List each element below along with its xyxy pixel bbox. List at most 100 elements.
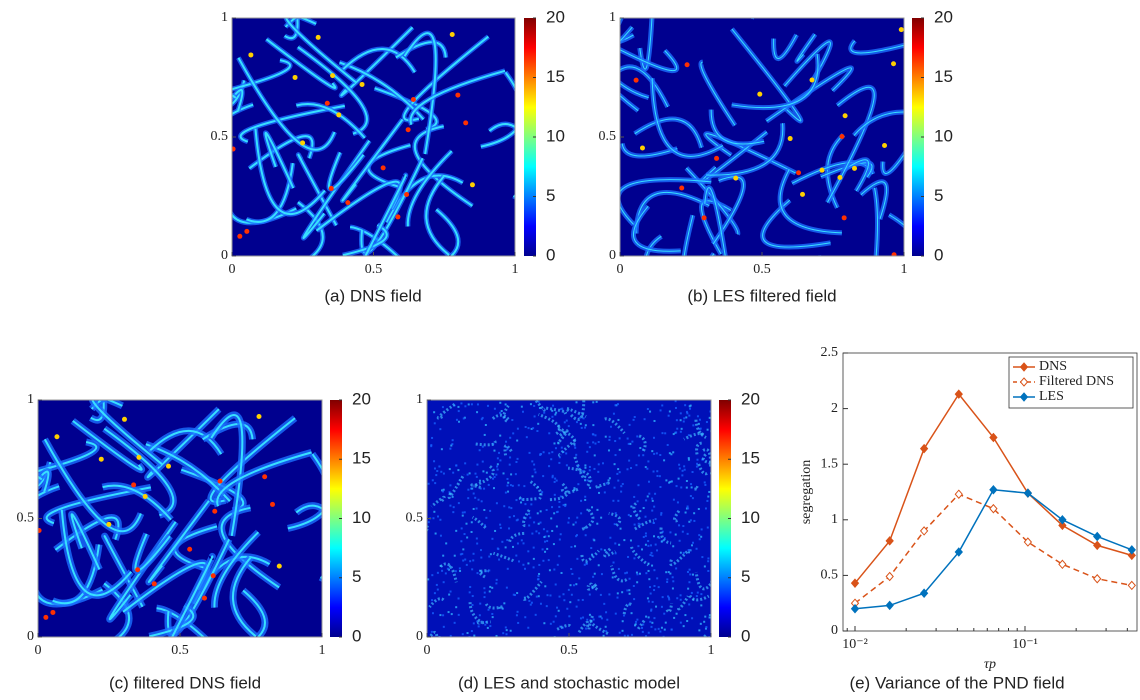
speckle (521, 498, 524, 501)
colorbar-tick-label: 20 (741, 389, 760, 408)
speckle (477, 625, 480, 628)
speckle (535, 530, 538, 533)
marker (989, 485, 998, 495)
speckle (461, 552, 464, 555)
speckle (695, 547, 698, 550)
speckle (491, 616, 494, 619)
speckle (608, 593, 611, 596)
speckle (704, 627, 707, 630)
speckle (660, 512, 663, 515)
speckle (491, 612, 494, 615)
hotspot (217, 478, 223, 484)
speckle (629, 515, 632, 518)
speckle (467, 403, 470, 406)
speckle (617, 479, 620, 482)
speckle (527, 550, 530, 553)
speckle (679, 419, 682, 422)
speckle (691, 471, 694, 474)
speckle (467, 488, 470, 491)
speckle (446, 567, 449, 570)
speckle (707, 495, 710, 498)
marker (1058, 520, 1067, 531)
filament-core (620, 179, 712, 225)
speckle (630, 612, 633, 615)
speckle (462, 548, 465, 551)
speckle (539, 521, 542, 524)
speckle (584, 424, 587, 427)
hotspot (50, 609, 56, 615)
hotspot (469, 182, 475, 188)
speckle (644, 635, 647, 637)
filament-core (796, 34, 816, 62)
speckle (506, 567, 509, 570)
streak (580, 508, 595, 531)
speckle (531, 460, 534, 463)
speckle (504, 491, 507, 494)
speckle (646, 467, 649, 470)
speckle (476, 403, 479, 406)
hotspot (135, 567, 141, 573)
filament-core (148, 429, 223, 455)
speckle (684, 511, 687, 514)
hotspot (136, 454, 142, 460)
speckle (594, 434, 597, 437)
speckle (667, 595, 670, 598)
speckle (496, 468, 499, 471)
speckle (706, 499, 709, 502)
speckle (681, 474, 684, 477)
speckle (487, 483, 490, 486)
marker (1093, 573, 1102, 584)
speckle (645, 572, 648, 575)
speckle (655, 452, 658, 455)
speckle (666, 443, 669, 446)
hotspot (54, 434, 60, 440)
speckle (692, 424, 695, 427)
speckle (528, 599, 531, 602)
speckle (650, 544, 653, 547)
speckle (472, 622, 475, 625)
hotspot (98, 456, 104, 462)
filament-core (232, 80, 246, 105)
speckle (621, 629, 624, 632)
speckle (480, 500, 483, 503)
streak (470, 483, 482, 490)
speckle (539, 602, 542, 605)
speckle (687, 551, 690, 554)
speckle (632, 584, 635, 587)
speckle (635, 620, 638, 623)
speckle (459, 570, 462, 573)
speckle (679, 598, 682, 601)
speckle (592, 401, 595, 404)
speckle (642, 623, 645, 626)
speckle (495, 582, 498, 585)
speckle (533, 468, 536, 471)
speckle (626, 468, 629, 471)
speckle (580, 426, 583, 429)
speckle (654, 518, 657, 521)
speckle (695, 595, 698, 598)
speckle (499, 526, 502, 529)
speckle (627, 555, 630, 558)
speckle (447, 611, 450, 614)
filament-core (488, 123, 515, 132)
speckle (566, 607, 569, 610)
speckle (551, 415, 554, 418)
speckle (568, 615, 571, 618)
speckle (457, 405, 460, 408)
speckle (441, 489, 444, 492)
speckle (512, 593, 515, 596)
hotspot (841, 215, 847, 221)
speckle (661, 432, 664, 435)
speckle (581, 470, 584, 473)
speckle (689, 407, 692, 410)
filament-core (242, 589, 266, 637)
speckle (503, 505, 506, 508)
speckle (483, 587, 486, 590)
speckle (554, 447, 557, 450)
hotspot (463, 120, 469, 126)
speckle (481, 416, 484, 419)
speckle (431, 574, 434, 577)
speckle (448, 468, 451, 471)
marker (954, 489, 963, 499)
speckle (558, 505, 561, 508)
